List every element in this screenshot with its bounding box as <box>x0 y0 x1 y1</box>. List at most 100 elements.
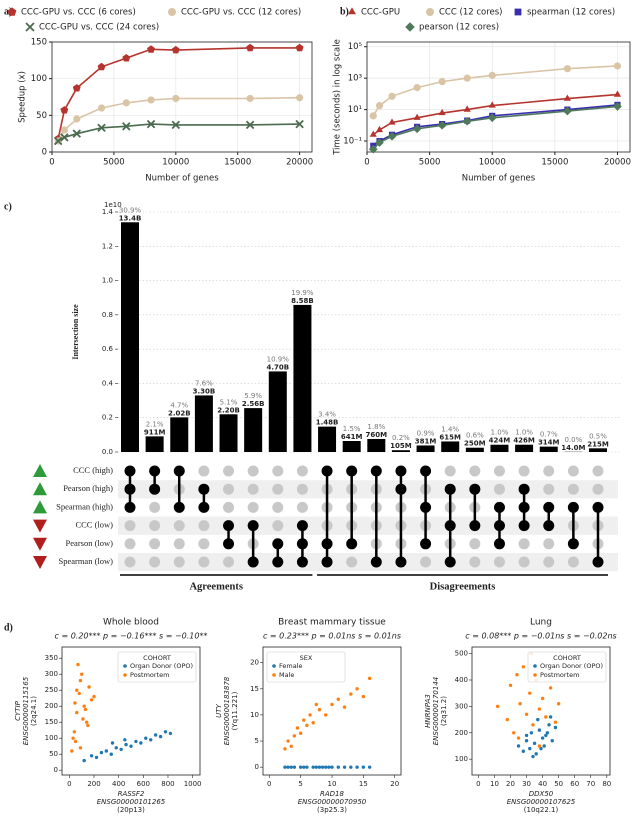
point <box>99 750 104 755</box>
stats-label: c = 0.20*** p = −0.16*** s = −0.10** <box>55 632 208 641</box>
marker <box>375 101 384 110</box>
row-icon <box>33 519 47 533</box>
point <box>548 686 553 690</box>
point <box>539 746 543 751</box>
legend-label: CCC-GPU <box>361 8 400 18</box>
y-axis-label: (2q24.1) <box>30 696 38 726</box>
legend-label: Organ Donor (OPO) <box>540 662 603 670</box>
value-label: 215M <box>587 440 609 448</box>
set-dot <box>173 501 185 513</box>
point <box>104 749 109 753</box>
value-label: 8.58B <box>291 297 314 305</box>
x-axis-label: (20p13) <box>117 806 145 814</box>
x-axis-label: ENSG00000070950 <box>298 798 367 806</box>
x-tick-label: 40 <box>538 780 547 788</box>
empty-dot <box>223 556 235 568</box>
set-dot <box>296 520 308 532</box>
marker <box>73 115 81 123</box>
empty-dot <box>518 556 530 568</box>
point <box>521 749 526 753</box>
marker <box>246 43 254 52</box>
point <box>73 701 77 705</box>
point <box>544 733 548 738</box>
percent-label: 2.1% <box>146 420 164 428</box>
value-label: 105M <box>390 442 412 450</box>
point <box>110 741 115 745</box>
point <box>139 741 143 745</box>
empty-dot <box>173 538 185 550</box>
point <box>367 765 372 769</box>
point <box>320 765 325 769</box>
empty-dot <box>592 465 604 477</box>
empty-dot <box>346 556 358 568</box>
marker <box>171 45 180 54</box>
x-axis-label: Number of genes <box>462 174 536 184</box>
legend-marker <box>123 673 127 677</box>
plot-area <box>52 42 312 152</box>
point <box>317 765 322 769</box>
value-label: 4.70B <box>266 363 289 371</box>
set-dot <box>296 538 308 550</box>
marker <box>122 122 131 131</box>
point <box>298 731 303 735</box>
value-label: 760M <box>366 431 388 439</box>
value-label: 314M <box>538 439 560 447</box>
point <box>324 713 328 717</box>
marker <box>97 62 106 71</box>
value-label: 1.48B <box>316 419 339 427</box>
empty-dot <box>149 501 161 513</box>
point <box>82 758 86 763</box>
bar <box>465 447 484 452</box>
y-axis-label: Intersection size <box>71 304 80 360</box>
y-tick-label: 10¹ <box>348 105 362 115</box>
plot-frame <box>51 41 313 153</box>
legend-label: Organ Donor (OPO) <box>130 662 193 670</box>
x-tick-label: 15000 <box>224 158 251 168</box>
legend-title: COHORT <box>553 654 581 662</box>
subplot-title: Lung <box>530 618 552 628</box>
point <box>73 739 78 744</box>
value-label: 426M <box>513 437 535 445</box>
legend-marker <box>272 664 276 668</box>
point <box>524 738 529 743</box>
value-label: 2.20B <box>217 406 240 414</box>
percent-label: 0.6% <box>466 432 484 440</box>
percent-label: 5.9% <box>244 392 262 400</box>
bar <box>490 444 509 452</box>
legend-marker <box>348 7 356 15</box>
empty-dot <box>543 538 555 550</box>
y-tick-label: 150 <box>31 38 47 48</box>
empty-dot <box>518 538 530 550</box>
set-dot <box>272 538 284 550</box>
percent-label: 5.1% <box>220 398 238 406</box>
set-dot <box>518 483 530 495</box>
point <box>89 698 94 702</box>
marker <box>563 94 571 101</box>
marker <box>413 84 421 92</box>
marker <box>437 121 447 130</box>
point <box>518 702 522 706</box>
empty-dot <box>469 538 481 550</box>
row-label: Pearson (low) <box>66 538 114 548</box>
point <box>78 678 83 683</box>
y-axis-label: ENSG00000170144 <box>432 677 440 746</box>
set-dot <box>321 465 333 477</box>
point <box>82 704 86 708</box>
x-tick-label: 0 <box>49 158 54 168</box>
y-axis-label: (2q31.2) <box>440 696 448 726</box>
x-tick-label: 15 <box>359 780 368 788</box>
set-dot <box>370 465 382 477</box>
point <box>330 702 334 707</box>
marker <box>613 62 622 70</box>
point <box>305 765 309 769</box>
y-tick-label: 50 <box>49 750 58 758</box>
panel-label: b) <box>340 6 349 17</box>
marker <box>97 123 106 133</box>
set-dot <box>321 538 333 550</box>
point <box>531 754 535 759</box>
point <box>534 752 538 756</box>
value-label: 615M <box>439 433 461 441</box>
empty-dot <box>124 556 136 568</box>
y-tick-label: 5 <box>255 737 259 745</box>
x-axis-label: (10q22.1) <box>524 806 559 814</box>
